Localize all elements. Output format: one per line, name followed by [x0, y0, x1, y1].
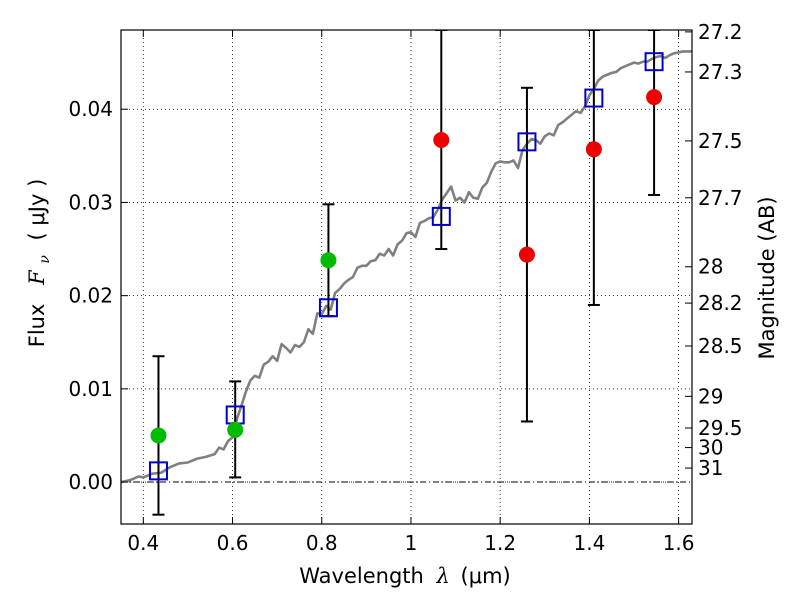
low-significance-point: [433, 131, 450, 148]
plot-frame: [120, 29, 693, 525]
x-tick-label: 1.6: [663, 531, 695, 555]
model-point-square: [431, 206, 451, 226]
y-axis-label-prefix: Flux: [25, 304, 49, 348]
plot-area: [121, 30, 692, 516]
y2-axis-label: Magnitude (AB): [755, 196, 779, 359]
y-tick-label: 0.02: [68, 284, 113, 308]
x-tick-label: 1: [405, 531, 418, 555]
detection-points: [150, 252, 337, 444]
x-tick-label: 1.4: [573, 531, 605, 555]
model-point-square: [517, 132, 537, 152]
y-tick-label: 0.04: [68, 97, 113, 121]
x-tick-label: 0.4: [127, 531, 159, 555]
y-axis-label-unit: ( μJy ): [25, 179, 49, 241]
low-significance-point: [518, 246, 535, 263]
y-tick-label: 0.03: [68, 190, 113, 214]
y2-tick-label: 28: [698, 255, 723, 279]
y2-tick-label: 27.5: [698, 129, 743, 153]
model-point-square: [318, 298, 338, 318]
x-axis-label-symbol: λ: [436, 564, 450, 588]
y2-tick-label: 30: [698, 436, 723, 460]
y2-tick-label: 29: [698, 384, 723, 408]
y2-tick-label: 29.5: [698, 416, 743, 440]
detection-point: [227, 421, 244, 438]
axis-ticks: 0.4 0.6 0.8 1 1.2 1.4 1.6 0.00 0.01 0.02 0.03 0.04 2…: [68, 20, 742, 555]
y-axis-label-subscript: ν: [37, 255, 53, 264]
low-significance-point: [646, 89, 663, 106]
y2-tick-label: 28.5: [698, 334, 743, 358]
y2-tick-label: 28.2: [698, 291, 743, 315]
x-axis-label-unit: (μm): [461, 564, 511, 588]
x-tick-label: 0.6: [217, 531, 249, 555]
model-spectrum-line: [121, 50, 692, 484]
x-tick-label: 1.2: [484, 531, 516, 555]
x-axis-label-prefix: Wavelength: [299, 564, 424, 588]
y2-tick-label: 31: [698, 456, 723, 480]
x-tick-label: 0.8: [306, 531, 338, 555]
y-axis-label-symbol: F: [25, 269, 49, 286]
y-tick-label: 0.01: [68, 377, 113, 401]
detection-point: [150, 427, 167, 444]
x-axis-label: Wavelength λ (μm): [299, 564, 510, 588]
y-axis-label: Flux F ν ( μJy ): [25, 179, 54, 348]
y2-tick-label: 27.7: [698, 186, 743, 210]
model-point-square: [148, 461, 168, 481]
low-significance-points: [433, 89, 663, 263]
low-significance-point: [585, 141, 602, 158]
model-point-square: [584, 88, 604, 108]
y2-tick-label: 27.3: [698, 60, 743, 84]
y2-tick-label: 27.2: [698, 20, 743, 44]
y-tick-label: 0.00: [68, 470, 113, 494]
model-point-square: [644, 52, 664, 72]
detection-point: [320, 252, 337, 269]
